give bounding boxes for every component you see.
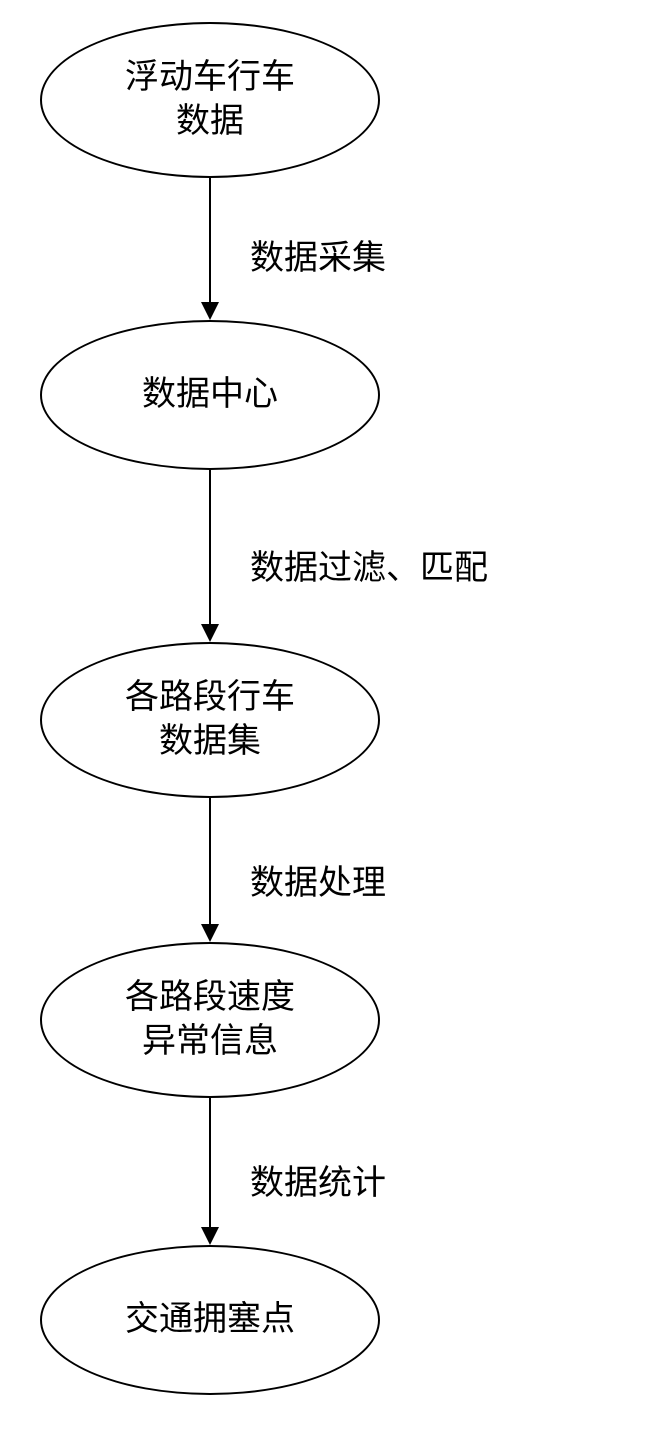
edge-label-4: 数据统计	[250, 1155, 386, 1204]
edge-label-3: 数据处理	[250, 855, 386, 904]
edge-label-2: 数据过滤、匹配	[250, 540, 488, 589]
edge-label-1: 数据采集	[250, 230, 386, 279]
node-traffic-congestion-point: 交通拥塞点	[40, 1245, 380, 1395]
node-label: 交通拥塞点	[125, 1298, 295, 1342]
node-speed-anomaly-info: 各路段速度 异常信息	[40, 942, 380, 1098]
node-label: 各路段行车 数据集	[125, 676, 295, 764]
node-label: 浮动车行车 数据	[125, 56, 295, 144]
flowchart-container: 浮动车行车 数据 数据采集 数据中心 数据过滤、匹配 各路段行车 数据集 数据处…	[0, 0, 654, 1442]
node-label: 各路段速度 异常信息	[125, 976, 295, 1064]
arrow-1	[196, 178, 224, 320]
node-label: 数据中心	[142, 373, 278, 417]
arrow-3	[196, 798, 224, 942]
arrow-4	[196, 1098, 224, 1245]
arrow-2	[196, 470, 224, 642]
node-road-segment-dataset: 各路段行车 数据集	[40, 642, 380, 798]
node-floating-car-data: 浮动车行车 数据	[40, 22, 380, 178]
node-data-center: 数据中心	[40, 320, 380, 470]
